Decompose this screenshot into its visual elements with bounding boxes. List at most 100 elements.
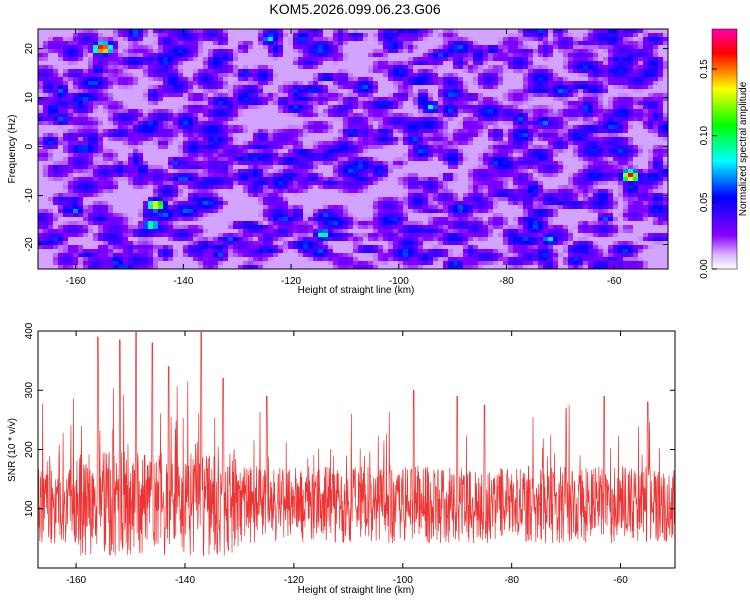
heatmap-cell: [413, 45, 419, 50]
heatmap-cell: [578, 33, 584, 38]
heatmap-cell: [238, 157, 244, 162]
heatmap-cell: [73, 89, 79, 94]
heatmap-cell: [368, 61, 374, 66]
heatmap-cell: [248, 137, 254, 142]
heatmap-cell: [518, 93, 524, 98]
heatmap-cell: [253, 77, 259, 82]
heatmap-cell: [138, 109, 144, 114]
heatmap-cell: [203, 93, 209, 98]
heatmap-cell: [508, 29, 514, 34]
heatmap-cell: [78, 89, 84, 94]
heatmap-cell: [658, 121, 664, 126]
heatmap-cell: [318, 117, 324, 122]
heatmap-cell: [218, 81, 224, 86]
heatmap-cell: [198, 45, 204, 50]
heatmap-cell: [663, 169, 668, 174]
heatmap-cell: [423, 133, 429, 138]
heatmap-cell: [378, 137, 384, 142]
heatmap-cell: [293, 181, 299, 186]
heatmap-cell: [133, 97, 139, 102]
heatmap-cell: [523, 49, 529, 54]
heatmap-cell: [198, 101, 204, 106]
heatmap-cell: [178, 73, 184, 78]
heatmap-cell: [118, 29, 124, 34]
heatmap-cell: [458, 181, 464, 186]
heatmap-cell: [288, 89, 294, 94]
heatmap-cell: [73, 149, 79, 154]
heatmap-cell: [203, 41, 209, 46]
heatmap-cell: [413, 157, 419, 162]
heatmap-cell: [623, 157, 629, 162]
heatmap-cell: [653, 173, 659, 178]
heatmap-cell: [78, 101, 84, 106]
heatmap-cell: [563, 81, 569, 86]
heatmap-cell: [413, 129, 419, 134]
heatmap-cell: [278, 185, 284, 190]
heatmap-cell: [493, 141, 499, 146]
heatmap-cell: [73, 65, 79, 70]
heatmap-cell: [153, 109, 159, 114]
heatmap-cell: [383, 33, 389, 38]
heatmap-cell: [498, 73, 504, 78]
heatmap-cell: [178, 65, 184, 70]
heatmap-cell: [278, 101, 284, 106]
heatmap-cell: [93, 81, 99, 86]
heatmap-cell: [293, 61, 299, 66]
heatmap-cell: [293, 137, 299, 142]
heatmap-cell: [593, 85, 599, 90]
heatmap-cell: [308, 65, 314, 70]
heatmap-cell: [193, 77, 199, 82]
heatmap-cell: [428, 117, 434, 122]
heatmap-cell: [453, 105, 459, 110]
heatmap-cell: [88, 169, 94, 174]
heatmap-cell: [48, 169, 54, 174]
heatmap-cell: [88, 129, 94, 134]
heatmap-cell: [238, 121, 244, 126]
heatmap-cell: [108, 169, 114, 174]
heatmap-cell: [138, 65, 144, 70]
heatmap-cell: [133, 49, 139, 54]
heatmap-cell: [43, 41, 49, 46]
heatmap-cell: [498, 149, 504, 154]
heatmap-cell: [278, 177, 284, 182]
heatmap-cell: [248, 181, 254, 186]
heatmap-cell: [533, 125, 539, 130]
heatmap-cell: [453, 93, 459, 98]
heatmap-cell: [153, 117, 159, 122]
heatmap-cell: [328, 49, 334, 54]
heatmap-cell: [248, 101, 254, 106]
heatmap-cell: [468, 49, 474, 54]
heatmap-cell: [38, 77, 44, 82]
heatmap-cell: [273, 129, 279, 134]
heatmap-cell: [213, 57, 219, 62]
heatmap-cell: [313, 149, 319, 154]
heatmap-cell: [533, 93, 539, 98]
heatmap-cell: [618, 141, 624, 146]
heatmap-cell: [78, 113, 84, 118]
heatmap-cell: [483, 97, 489, 102]
heatmap-cell: [68, 65, 74, 70]
heatmap-cell: [478, 181, 484, 186]
heatmap-cell: [138, 165, 144, 170]
heatmap-cell: [228, 121, 234, 126]
heatmap-cell: [153, 69, 159, 74]
heatmap-cell: [368, 161, 374, 166]
heatmap-cell: [278, 113, 284, 118]
heatmap-cell: [353, 97, 359, 102]
heatmap-cell: [83, 41, 89, 46]
heatmap-cell: [48, 141, 54, 146]
heatmap-cell: [73, 53, 79, 58]
heatmap-cell: [418, 181, 424, 186]
heatmap-cell: [178, 137, 184, 142]
heatmap-cell: [298, 161, 304, 166]
heatmap-cell: [663, 73, 668, 78]
heatmap-cell: [333, 125, 339, 130]
heatmap-cell: [318, 77, 324, 82]
heatmap-cell: [173, 137, 179, 142]
heatmap-cell: [58, 177, 64, 182]
heatmap-cell: [318, 149, 324, 154]
heatmap-cell: [423, 29, 429, 34]
heatmap-cell: [573, 173, 579, 178]
heatmap-cell: [418, 185, 424, 190]
heatmap-cell: [278, 89, 284, 94]
